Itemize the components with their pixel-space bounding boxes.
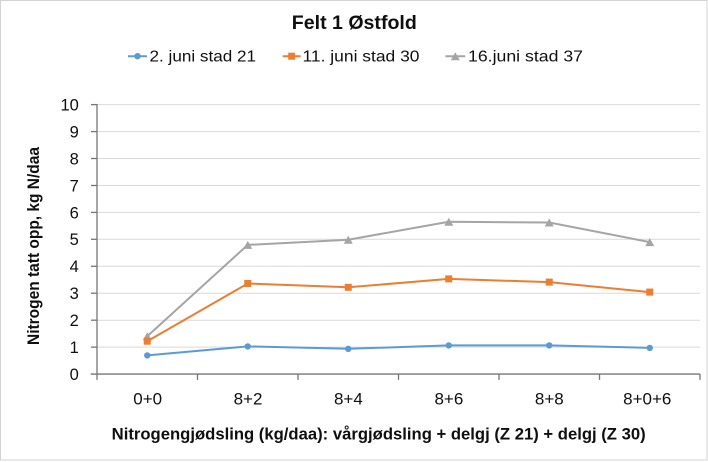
- svg-text:1: 1: [70, 339, 79, 357]
- svg-text:8+0+6: 8+0+6: [623, 390, 671, 409]
- svg-text:8: 8: [70, 150, 79, 168]
- svg-text:6: 6: [70, 204, 79, 222]
- svg-text:3: 3: [70, 285, 79, 303]
- svg-text:7: 7: [70, 177, 79, 195]
- svg-text:Felt 1 Østfold: Felt 1 Østfold: [292, 12, 417, 34]
- svg-text:9: 9: [70, 123, 79, 141]
- svg-text:2. juni stad 21: 2. juni stad 21: [150, 49, 257, 66]
- svg-text:8+4: 8+4: [334, 390, 363, 409]
- svg-text:8+2: 8+2: [234, 390, 263, 409]
- svg-text:4: 4: [70, 258, 79, 276]
- svg-text:16.juni stad 37: 16.juni stad 37: [468, 49, 583, 66]
- svg-text:0+0: 0+0: [133, 390, 162, 409]
- svg-text:Nitrogen tatt opp, kg N/daa: Nitrogen tatt opp, kg N/daa: [25, 146, 43, 345]
- svg-text:10: 10: [60, 96, 78, 114]
- svg-text:2: 2: [70, 312, 79, 330]
- svg-text:8+8: 8+8: [535, 390, 564, 409]
- svg-text:Nitrogengjødsling (kg/daa): vå: Nitrogengjødsling (kg/daa): vårgjødsling…: [112, 425, 646, 443]
- svg-text:0: 0: [70, 366, 79, 384]
- svg-text:11. juni stad 30: 11. juni stad 30: [303, 49, 420, 66]
- svg-text:5: 5: [70, 231, 79, 249]
- svg-text:8+6: 8+6: [434, 390, 463, 409]
